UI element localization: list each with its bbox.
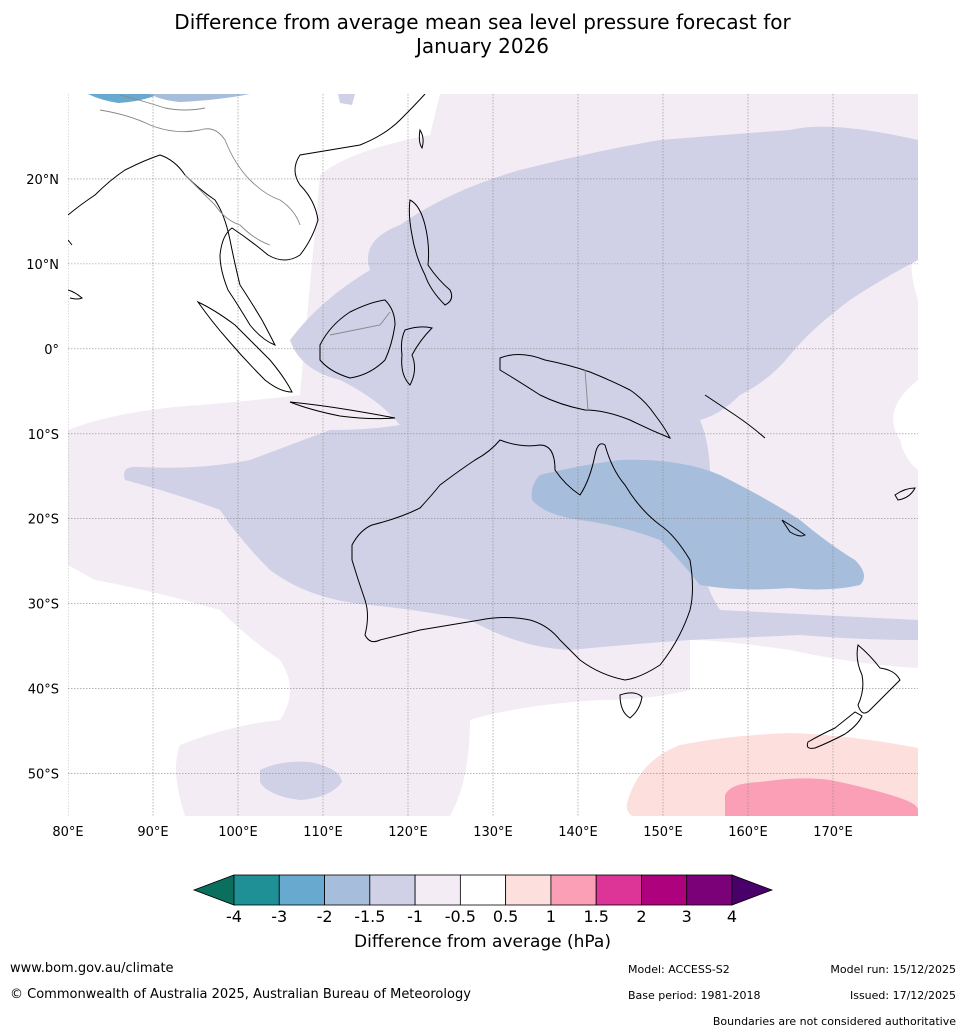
colorbar-bin xyxy=(505,874,552,906)
colorbar-tick-label: 1.5 xyxy=(583,907,608,926)
latitude-label: 20°S xyxy=(28,513,59,528)
longitude-label: 170°E xyxy=(813,825,853,840)
national-borders xyxy=(99,94,589,411)
java-coastline xyxy=(289,401,396,420)
disclaimer-text: Boundaries are not considered authoritat… xyxy=(712,1015,956,1028)
copyright-text: © Commonwealth of Australia 2025, Austra… xyxy=(10,987,471,1002)
colorbar-bin xyxy=(324,874,371,906)
colorbar: -4 -3 -2 -1.5 -1 -0.5 0.5 1 1.5 2 3 4 xyxy=(192,874,774,926)
longitude-label: 160°E xyxy=(728,825,768,840)
latitude-label: 10°N xyxy=(26,258,59,273)
colorbar-tick-label: 3 xyxy=(682,907,692,926)
colorbar-bin xyxy=(595,874,642,906)
longitude-label: 120°E xyxy=(388,825,428,840)
anomaly-region-neg-1-small xyxy=(260,761,342,800)
map-area xyxy=(68,94,918,816)
borneo-coastline xyxy=(319,299,396,379)
base-period-text: Base period: 1981-2018 xyxy=(628,989,761,1002)
colorbar-bin xyxy=(278,874,325,906)
issued-text: Issued: 17/12/2025 xyxy=(849,989,956,1002)
tasmania-coastline xyxy=(619,692,643,719)
longitude-label: 110°E xyxy=(303,825,343,840)
colorbar-title: Difference from average (hPa) xyxy=(354,932,611,952)
new-caledonia-coastline xyxy=(781,519,806,537)
anomaly-region-neg-1.5 xyxy=(531,459,864,590)
colorbar-extend-low xyxy=(192,874,235,906)
nz-north-coastline xyxy=(856,644,901,714)
colorbar-tick-label: -4 xyxy=(226,907,242,926)
latitude-label: 20°N xyxy=(26,173,59,188)
anomaly-region-neg-1-north xyxy=(338,94,355,105)
model-text: Model: ACCESS-S2 xyxy=(628,963,730,976)
title-line-2: January 2026 xyxy=(415,34,550,58)
png-border xyxy=(584,369,589,411)
longitude-label: 140°E xyxy=(558,825,598,840)
new-guinea-coastline xyxy=(499,354,672,439)
gridlines xyxy=(68,94,918,816)
latitude-label: 10°S xyxy=(28,428,59,443)
philippines-coastline xyxy=(408,199,453,306)
colorbar-tick-label: -1 xyxy=(407,907,423,926)
mainland-asia-coastline xyxy=(68,94,426,346)
colorbar-tick-label: -1.5 xyxy=(354,907,385,926)
colorbar-tick-label: -2 xyxy=(317,907,333,926)
colorbar-bin xyxy=(414,874,461,906)
sulawesi-coastline xyxy=(400,326,433,386)
colorbar-tick-label: -3 xyxy=(271,907,287,926)
taiwan-coastline xyxy=(418,128,424,150)
anomaly-region-pos-1 xyxy=(725,778,918,816)
solomon-islands-coastline xyxy=(704,394,766,439)
longitude-label: 90°E xyxy=(137,825,168,840)
longitude-label: 80°E xyxy=(52,825,83,840)
latitude-labels: 20°N 10°N 0° 10°S 20°S 30°S 40°S 50°S xyxy=(26,173,59,783)
borneo-border xyxy=(329,311,391,336)
colorbar-bin xyxy=(641,874,688,906)
colorbar-tick-label: 4 xyxy=(727,907,737,926)
latitude-label: 40°S xyxy=(28,683,59,698)
asia-borders xyxy=(99,94,301,246)
sri-lanka-coastline xyxy=(68,239,73,246)
colorbar-bin xyxy=(686,874,733,906)
sumatra-coastline xyxy=(196,300,293,393)
anomaly-region-neg-1.5-top xyxy=(150,94,250,102)
colorbar-tick-label: -0.5 xyxy=(445,907,476,926)
australia-coastline xyxy=(351,439,693,681)
longitude-label: 150°E xyxy=(643,825,683,840)
colorbar-tick-label: 2 xyxy=(636,907,646,926)
latitude-label: 30°S xyxy=(28,598,59,613)
website-link[interactable]: www.bom.gov.au/climate xyxy=(10,961,174,976)
model-run-text: Model run: 15/12/2025 xyxy=(830,963,956,976)
longitude-label: 130°E xyxy=(473,825,513,840)
longitude-label: 100°E xyxy=(218,825,258,840)
nz-south-coastline xyxy=(806,711,863,749)
anomaly-region-neg-1 xyxy=(124,126,918,650)
title-line-1: Difference from average mean sea level p… xyxy=(174,10,791,34)
colorbar-tick-label: 1 xyxy=(546,907,556,926)
anomaly-region-neg-2 xyxy=(88,94,160,103)
colorbar-bin xyxy=(459,874,507,906)
longitude-labels: 80°E 90°E 100°E 110°E 120°E 130°E 140°E 150°E 16… xyxy=(52,825,852,840)
colorbar-bin xyxy=(369,874,416,906)
colorbar-extend-high xyxy=(731,874,774,906)
colorbar-bin xyxy=(233,874,280,906)
colorbar-bin xyxy=(550,874,597,906)
fiji-coastline xyxy=(894,487,916,501)
latitude-label: 50°S xyxy=(28,768,59,783)
coastlines xyxy=(68,94,916,749)
colorbar-tick-label: 0.5 xyxy=(493,907,518,926)
latitude-label: 0° xyxy=(44,343,59,358)
india-coastline xyxy=(68,289,83,300)
chart-title: Difference from average mean sea level p… xyxy=(0,10,965,58)
